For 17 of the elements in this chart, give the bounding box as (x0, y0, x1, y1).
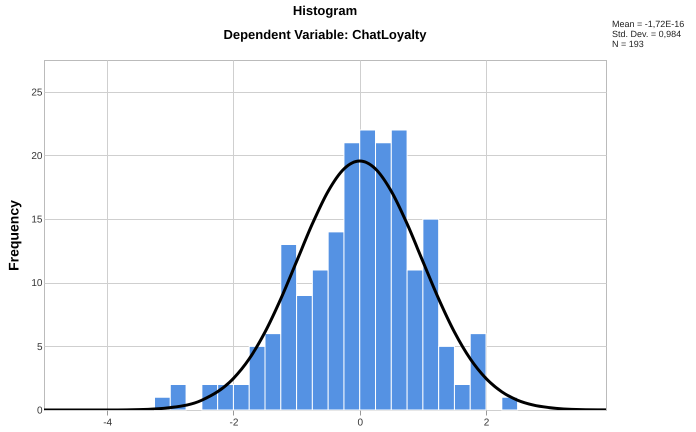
x-tick-label: 0 (357, 418, 364, 428)
y-tick-label: 0 (36, 406, 43, 416)
chart-title: Histogram (292, 3, 358, 18)
y-axis-title: Frequency (5, 200, 22, 271)
y-tick-label: 25 (31, 87, 43, 98)
line-series (44, 160, 606, 410)
y-tick-label: 5 (36, 342, 43, 353)
text: N = 193 (612, 39, 644, 49)
x-tick-label: -2 (229, 418, 239, 428)
x-tick-label: 2 (484, 418, 490, 428)
y-tick-label: 10 (31, 278, 43, 290)
chart-subtitle: Dependent Variable: ChatLoyalty (224, 27, 428, 42)
y-tick-label: 15 (31, 214, 43, 226)
y-tick-label: 20 (31, 150, 43, 162)
text: Std. Dev. = 0,984 (612, 29, 682, 39)
x-tick-label: -4 (103, 418, 113, 428)
text: Mean = -1,72E-16 (612, 19, 684, 29)
